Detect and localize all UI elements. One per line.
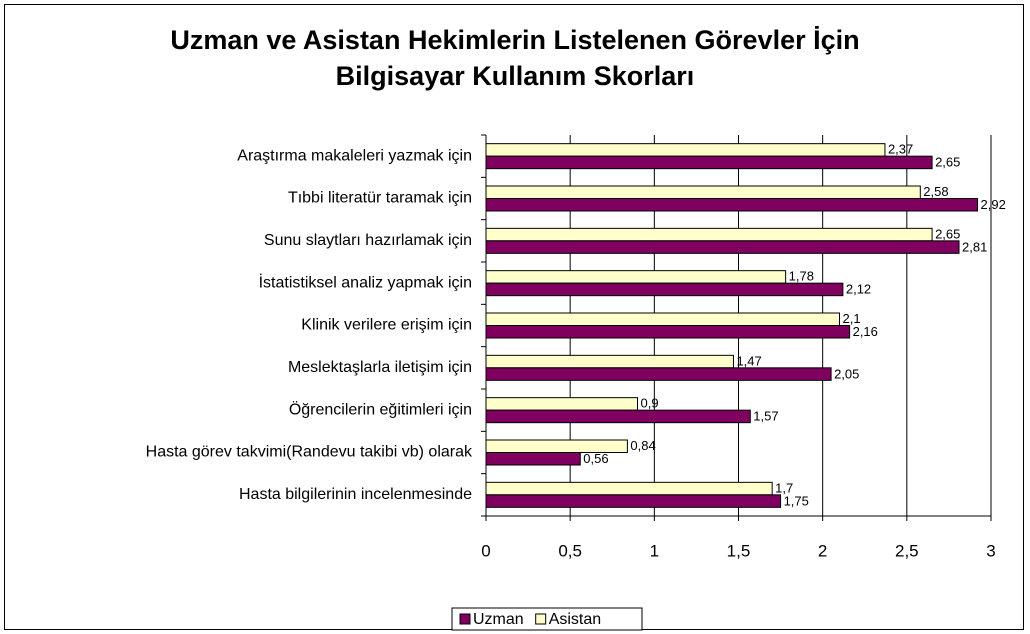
y-tick-label: Klinik verilere erişim için: [301, 317, 472, 334]
y-tick-label: Tıbbi literatür taramak için: [288, 190, 472, 207]
bar: [485, 227, 933, 242]
bar: [485, 312, 840, 326]
y-tick-label: Hasta görev takvimi(Randevu takibi vb) o…: [146, 444, 473, 461]
bar: [485, 325, 851, 339]
y-tick-label: Araştırma makaleleri yazmak için: [237, 147, 472, 164]
value-label: 0,56: [583, 451, 608, 466]
legend-swatch: [535, 613, 547, 625]
bar: [485, 452, 581, 466]
bar: [485, 494, 782, 508]
bar: [485, 240, 960, 254]
value-label: 1,47: [736, 353, 761, 368]
legend-label: Asistan: [549, 611, 601, 628]
value-label: 2,65: [935, 226, 960, 241]
value-label: 1,7: [775, 480, 793, 495]
value-label: 2,37: [888, 142, 913, 157]
y-tick-label: İstatistiksel analiz yapmak için: [259, 272, 472, 291]
value-label: 2,16: [853, 324, 878, 339]
value-label: 1,78: [789, 269, 814, 284]
bar: [485, 282, 844, 297]
bar: [485, 397, 638, 411]
y-tick-label: Öğrencilerin eğitimleri için: [289, 400, 472, 418]
value-label: 0,84: [630, 438, 655, 453]
x-tick-label: 2,5: [895, 541, 919, 560]
x-tick-label: 3: [986, 541, 995, 560]
bar: [485, 481, 773, 496]
y-tick-label: Meslektaşlarla iletişim için: [288, 359, 472, 376]
value-label: 0,9: [641, 396, 659, 411]
x-tick-label: 1,5: [727, 541, 751, 560]
value-label: 1,75: [784, 493, 809, 508]
value-label: 2,92: [981, 197, 1006, 212]
value-label: 2,12: [846, 282, 871, 297]
x-tick-label: 0: [481, 541, 490, 560]
legend-swatch: [459, 613, 471, 625]
bar: [485, 155, 933, 170]
bar: [485, 198, 979, 212]
chart-title: Uzman ve Asistan Hekimlerin Listelenen G…: [170, 25, 860, 91]
bar: [485, 367, 832, 381]
bar: [485, 185, 921, 199]
x-tick-label: 0,5: [558, 541, 582, 560]
bar: [485, 270, 787, 284]
value-label: 2,05: [834, 366, 859, 381]
value-label: 2,81: [962, 239, 987, 254]
x-tick-label: 1: [650, 541, 659, 560]
bar: [485, 409, 751, 424]
value-label: 1,57: [753, 409, 778, 424]
x-tick-label: 2: [818, 541, 827, 560]
y-tick-label: Hasta bilgilerinin incelenmesinde: [239, 486, 472, 503]
legend-box: [451, 607, 643, 631]
value-label: 2,65: [935, 155, 960, 170]
legend-label: Uzman: [473, 611, 524, 628]
bar: [485, 143, 886, 157]
value-label: 2,58: [923, 184, 948, 199]
value-label: 2,1: [843, 311, 861, 326]
y-tick-label: Sunu slaytları hazırlamak için: [264, 232, 472, 249]
bar: [485, 354, 734, 369]
